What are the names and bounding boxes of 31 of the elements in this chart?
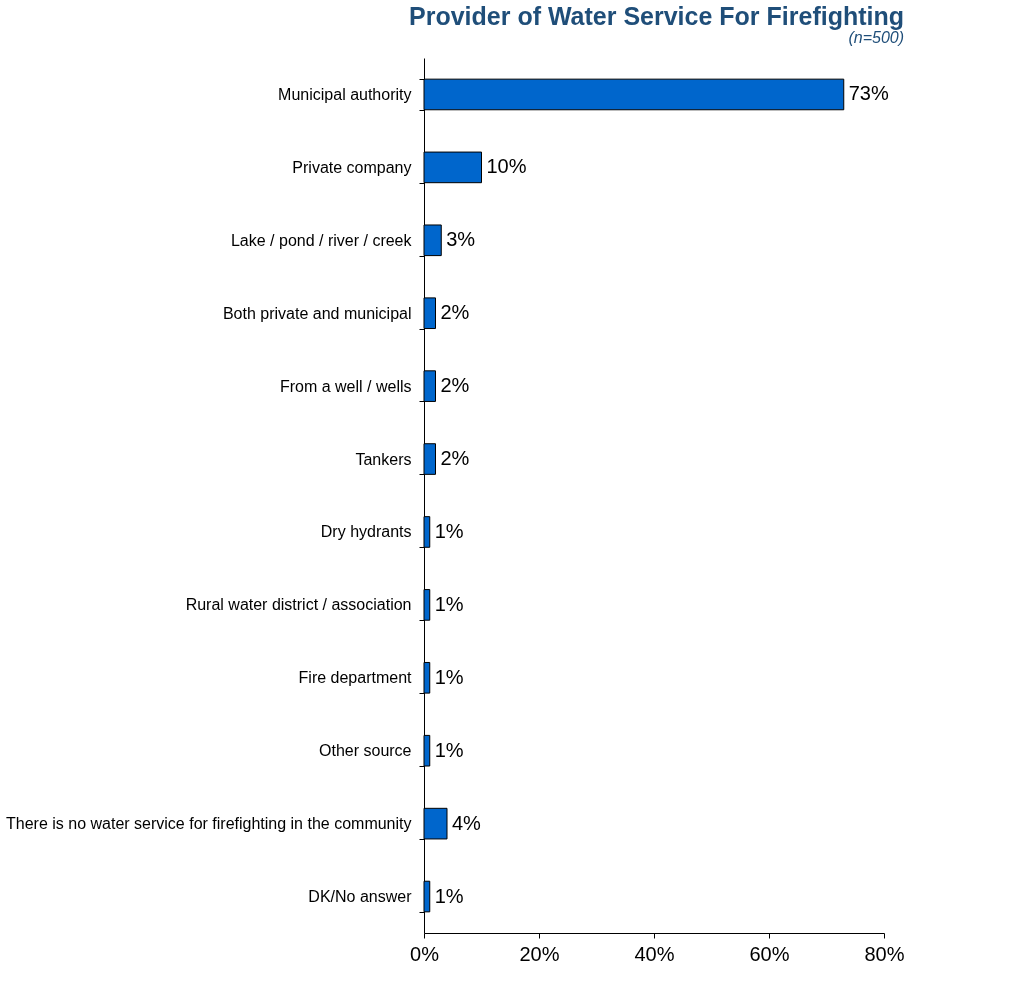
y-tick-label: Fire department [298,669,413,687]
y-tick-label: Other source [319,742,412,760]
data-label: 2% [440,301,470,324]
data-label: 1% [434,665,464,688]
y-tick-label: There is no water service for firefighting in the community [6,815,412,833]
y-tick-label: Municipal authority [278,85,412,103]
y-tick-label: Dry hydrants [320,523,412,541]
chart-title: Provider of Water Service For Firefighting [409,2,905,30]
data-label: 4% [452,811,482,834]
data-label: 2% [440,447,470,470]
chart-subtitle: (n=500) [848,29,905,46]
y-tick-label: Rural water district / association [185,596,412,614]
data-label: 3% [446,228,476,251]
y-tick-label: Lake / pond / river / creek [230,231,413,249]
x-tick-label: 40% [634,942,675,965]
x-tick-label: 60% [749,942,790,965]
y-tick-label: Private company [292,158,412,176]
x-tick-label: 80% [864,942,905,965]
data-label: 1% [434,738,464,761]
y-tick-label: From a well / wells [279,377,412,395]
data-label: 1% [434,884,464,907]
data-label: 73% [848,82,889,105]
y-tick-label: DK/No answer [308,888,413,906]
y-tick-label: Both private and municipal [222,304,412,322]
data-label: 1% [434,592,464,615]
data-label: 1% [434,519,464,542]
y-tick-label: Tankers [355,450,412,468]
x-tick-label: 20% [519,942,560,965]
data-label: 10% [486,155,527,178]
data-label: 2% [440,374,470,397]
x-tick-label: 0% [410,942,440,965]
